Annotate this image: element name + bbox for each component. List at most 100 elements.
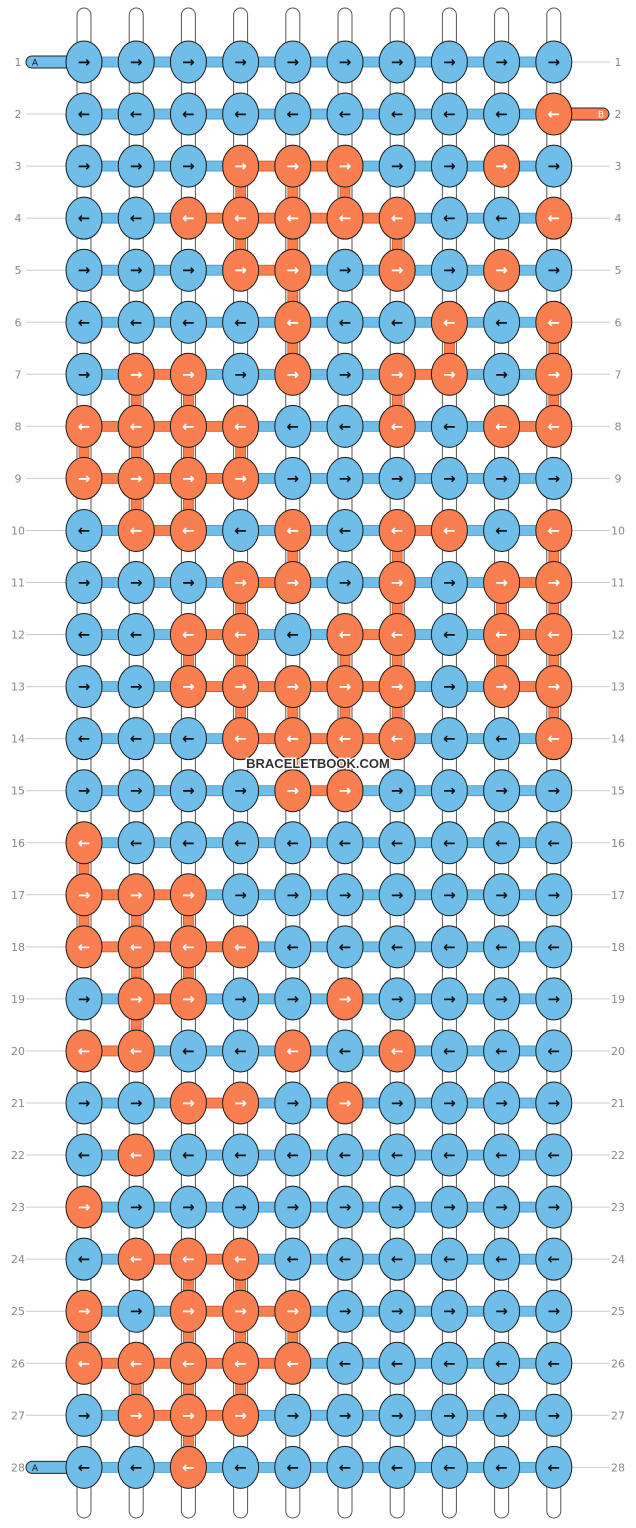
arrow-right-icon: → [495, 782, 508, 800]
knot [222, 144, 260, 188]
arrow-right-icon: → [78, 678, 91, 696]
arrow-right-icon: → [130, 1302, 143, 1320]
arrow-right-icon: → [234, 990, 247, 1008]
knot [483, 665, 521, 709]
knot [222, 40, 260, 84]
arrow-left-icon: ← [548, 834, 561, 852]
knot [326, 1185, 364, 1229]
arrow-left-icon: ← [339, 1250, 352, 1268]
knot [535, 1393, 573, 1437]
arrow-left-icon: ← [495, 313, 508, 331]
knot [326, 613, 364, 657]
knot [378, 665, 416, 709]
knot [169, 300, 207, 344]
knot [222, 873, 260, 917]
arrow-left-icon: ← [130, 209, 143, 227]
arrow-right-icon: → [78, 261, 91, 279]
arrow-left-icon: ← [287, 938, 300, 956]
knot [483, 508, 521, 552]
knot [535, 561, 573, 604]
arrow-right-icon: → [287, 782, 300, 800]
row-number-right: 17 [611, 889, 625, 902]
arrow-right-icon: → [182, 1302, 195, 1320]
knot [378, 769, 416, 813]
knot [483, 613, 521, 657]
row-number-left: 25 [11, 1305, 25, 1318]
arrow-left-icon: ← [78, 105, 91, 123]
knot [430, 873, 468, 917]
knot [378, 300, 416, 344]
knot [430, 561, 468, 604]
arrow-right-icon: → [234, 157, 247, 175]
arrow-left-icon: ← [130, 417, 143, 435]
row-number-right: 28 [611, 1461, 625, 1474]
arrow-right-icon: → [391, 1406, 404, 1424]
knot [169, 977, 207, 1021]
knot [326, 1341, 364, 1385]
knot [274, 248, 312, 292]
row-number-right: 9 [615, 472, 622, 485]
knot [430, 1237, 468, 1281]
knot [65, 665, 103, 709]
knot [378, 925, 416, 969]
knot [65, 508, 103, 552]
knot [378, 1289, 416, 1333]
string-end-label: B [598, 111, 604, 121]
knot [326, 248, 364, 292]
knot [483, 1237, 521, 1281]
arrow-right-icon: → [339, 1094, 352, 1112]
arrow-left-icon: ← [130, 1250, 143, 1268]
knot [117, 196, 155, 240]
knot [535, 196, 573, 240]
arrow-left-icon: ← [78, 1042, 91, 1060]
knot [222, 248, 260, 292]
knot [222, 508, 260, 552]
knot [378, 144, 416, 188]
row-number-right: 2 [615, 108, 622, 121]
knot [483, 404, 521, 448]
row-number-left: 2 [15, 108, 22, 121]
arrow-left-icon: ← [234, 834, 247, 852]
knot [326, 456, 364, 500]
arrow-left-icon: ← [495, 626, 508, 644]
knot [483, 144, 521, 188]
knot [117, 1393, 155, 1437]
knot [117, 1081, 155, 1125]
knot [65, 352, 103, 396]
arrow-left-icon: ← [495, 417, 508, 435]
knot [274, 1289, 312, 1333]
knot [65, 717, 103, 761]
arrow-right-icon: → [495, 157, 508, 175]
arrow-right-icon: → [548, 990, 561, 1008]
knot [430, 144, 468, 188]
arrow-left-icon: ← [339, 834, 352, 852]
arrow-left-icon: ← [234, 417, 247, 435]
arrow-left-icon: ← [548, 209, 561, 227]
knot [117, 1237, 155, 1281]
arrow-right-icon: → [548, 365, 561, 383]
arrow-right-icon: → [339, 261, 352, 279]
arrow-right-icon: → [391, 261, 404, 279]
knot [326, 1029, 364, 1073]
arrow-right-icon: → [443, 1406, 456, 1424]
knot [117, 508, 155, 552]
arrow-right-icon: → [391, 678, 404, 696]
knot [483, 717, 521, 761]
arrow-right-icon: → [391, 157, 404, 175]
arrow-right-icon: → [548, 469, 561, 487]
arrow-right-icon: → [495, 469, 508, 487]
row-number-left: 3 [15, 160, 22, 173]
knot [430, 1445, 468, 1489]
arrow-right-icon: → [287, 678, 300, 696]
arrow-right-icon: → [78, 1406, 91, 1424]
arrow-left-icon: ← [234, 313, 247, 331]
arrow-right-icon: → [391, 469, 404, 487]
knot [378, 508, 416, 552]
knot [378, 613, 416, 657]
row-number-right: 12 [611, 629, 625, 642]
arrow-left-icon: ← [182, 417, 195, 435]
row-number-left: 9 [15, 472, 22, 485]
arrow-right-icon: → [495, 886, 508, 904]
knot [430, 352, 468, 396]
